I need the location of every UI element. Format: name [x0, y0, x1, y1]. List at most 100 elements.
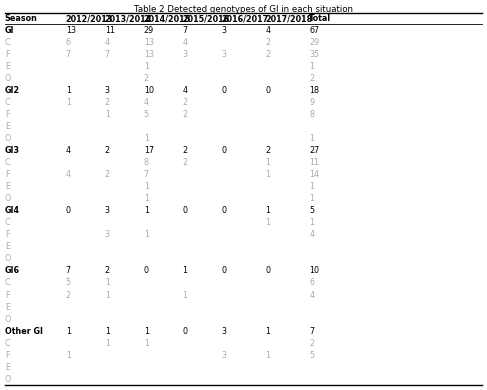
Text: 1: 1	[105, 278, 110, 287]
Text: 2015/2016: 2015/2016	[183, 14, 230, 23]
Text: O: O	[5, 74, 11, 83]
Text: 1: 1	[265, 158, 270, 167]
Text: 0: 0	[183, 206, 187, 215]
Text: GI4: GI4	[5, 206, 20, 215]
Text: 4: 4	[66, 170, 71, 179]
Text: E: E	[5, 242, 10, 252]
Text: F: F	[5, 50, 9, 59]
Text: 7: 7	[105, 50, 110, 59]
Text: 13: 13	[144, 38, 154, 47]
Text: 9: 9	[309, 98, 315, 107]
Text: 1: 1	[309, 134, 314, 143]
Text: O: O	[5, 375, 11, 384]
Text: 3: 3	[222, 351, 226, 360]
Text: 4: 4	[183, 38, 187, 47]
Text: 1: 1	[183, 291, 187, 300]
Text: C: C	[5, 339, 11, 348]
Text: 7: 7	[66, 266, 71, 275]
Text: C: C	[5, 38, 11, 47]
Text: 1: 1	[144, 134, 149, 143]
Text: 2: 2	[265, 146, 271, 155]
Text: 5: 5	[144, 110, 149, 119]
Text: 0: 0	[183, 327, 187, 336]
Text: 2013/2014: 2013/2014	[105, 14, 152, 23]
Text: 7: 7	[144, 170, 149, 179]
Text: 3: 3	[222, 26, 226, 35]
Text: 7: 7	[309, 327, 315, 336]
Text: 2: 2	[309, 74, 315, 83]
Text: 1: 1	[66, 86, 71, 95]
Text: Table 2 Detected genotypes of GI in each situation: Table 2 Detected genotypes of GI in each…	[134, 5, 353, 14]
Text: 4: 4	[309, 230, 314, 239]
Text: 1: 1	[105, 110, 110, 119]
Text: GI3: GI3	[5, 146, 20, 155]
Text: 3: 3	[222, 327, 226, 336]
Text: 0: 0	[222, 266, 226, 275]
Text: C: C	[5, 158, 11, 167]
Text: 5: 5	[309, 351, 315, 360]
Text: 1: 1	[105, 291, 110, 300]
Text: C: C	[5, 98, 11, 107]
Text: O: O	[5, 254, 11, 263]
Text: 13: 13	[144, 50, 154, 59]
Text: O: O	[5, 134, 11, 143]
Text: 67: 67	[309, 26, 319, 35]
Text: 2: 2	[183, 110, 188, 119]
Text: 4: 4	[105, 38, 110, 47]
Text: 1: 1	[66, 351, 71, 360]
Text: E: E	[5, 62, 10, 71]
Text: 1: 1	[144, 206, 149, 215]
Text: 0: 0	[265, 266, 270, 275]
Text: 2: 2	[66, 291, 71, 300]
Text: 3: 3	[105, 206, 110, 215]
Text: 4: 4	[309, 291, 314, 300]
Text: 2: 2	[309, 339, 315, 348]
Text: F: F	[5, 351, 9, 360]
Text: 1: 1	[309, 194, 314, 203]
Text: 2: 2	[265, 38, 271, 47]
Text: 1: 1	[66, 98, 71, 107]
Text: F: F	[5, 291, 9, 300]
Text: 0: 0	[222, 146, 226, 155]
Text: E: E	[5, 122, 10, 131]
Text: 11: 11	[309, 158, 319, 167]
Text: O: O	[5, 194, 11, 203]
Text: 1: 1	[309, 218, 314, 227]
Text: 1: 1	[265, 218, 270, 227]
Text: F: F	[5, 110, 9, 119]
Text: 1: 1	[183, 266, 187, 275]
Text: GI2: GI2	[5, 86, 20, 95]
Text: 1: 1	[265, 351, 270, 360]
Text: 1: 1	[265, 170, 270, 179]
Text: Total: Total	[309, 14, 331, 23]
Text: 17: 17	[144, 146, 154, 155]
Text: E: E	[5, 182, 10, 191]
Text: 2: 2	[105, 146, 110, 155]
Text: 11: 11	[105, 26, 115, 35]
Text: 1: 1	[105, 339, 110, 348]
Text: 2012/2013: 2012/2013	[66, 14, 113, 23]
Text: 5: 5	[66, 278, 71, 287]
Text: 2: 2	[183, 146, 188, 155]
Text: 1: 1	[144, 194, 149, 203]
Text: 3: 3	[105, 230, 110, 239]
Text: 1: 1	[66, 327, 71, 336]
Text: 0: 0	[265, 86, 270, 95]
Text: GI: GI	[5, 26, 15, 35]
Text: 13: 13	[66, 26, 76, 35]
Text: 7: 7	[183, 26, 188, 35]
Text: 2: 2	[105, 98, 110, 107]
Text: F: F	[5, 170, 9, 179]
Text: 3: 3	[183, 50, 187, 59]
Text: E: E	[5, 303, 10, 312]
Text: 3: 3	[222, 50, 226, 59]
Text: 18: 18	[309, 86, 319, 95]
Text: 0: 0	[222, 86, 226, 95]
Text: 1: 1	[105, 327, 110, 336]
Text: 6: 6	[309, 278, 314, 287]
Text: 4: 4	[183, 86, 187, 95]
Text: 1: 1	[144, 339, 149, 348]
Text: 6: 6	[66, 38, 71, 47]
Text: 2: 2	[105, 170, 110, 179]
Text: 29: 29	[144, 26, 154, 35]
